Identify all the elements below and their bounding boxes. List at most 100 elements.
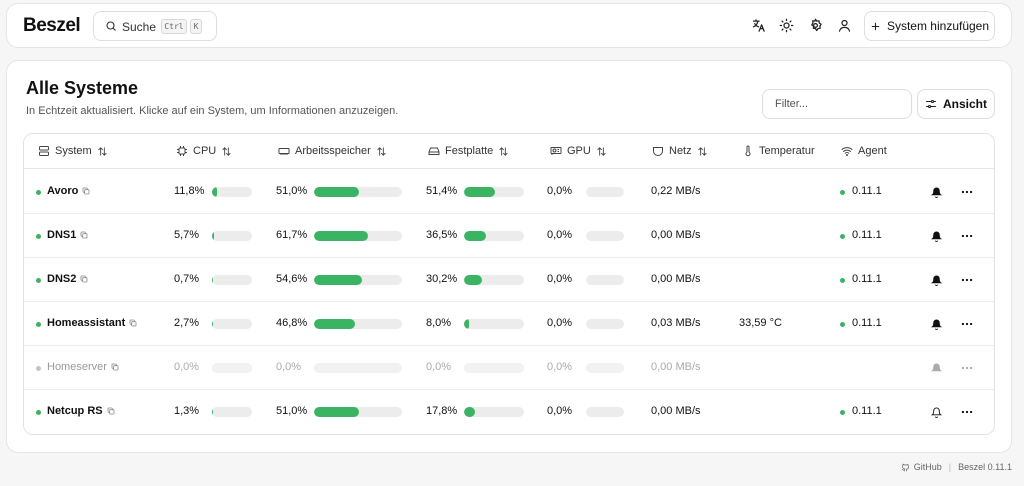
status-dot bbox=[36, 190, 41, 195]
gpu-bar bbox=[586, 231, 624, 241]
copy-icon[interactable] bbox=[107, 407, 115, 415]
column-label: Agent bbox=[858, 145, 887, 157]
column-header-disk[interactable]: Festplatte bbox=[428, 145, 509, 157]
system-name-cell[interactable]: Netcup RS bbox=[47, 405, 115, 417]
sort-icon bbox=[97, 146, 108, 157]
status-dot bbox=[36, 234, 41, 239]
bell-filled-icon[interactable] bbox=[928, 272, 944, 288]
column-header-temperature[interactable]: Temperatur bbox=[742, 145, 815, 157]
bell-filled-icon[interactable] bbox=[928, 316, 944, 332]
table-row[interactable]: Avoro 11,8% 51,0% 51,4% 0,0% 0,22 MB/s 0.11.1 bbox=[24, 170, 994, 214]
cpu-bar bbox=[212, 363, 252, 373]
system-name-cell[interactable]: Homeassistant bbox=[47, 317, 137, 329]
column-label: Netz bbox=[669, 145, 692, 157]
memory-bar bbox=[314, 231, 402, 241]
system-name-cell[interactable]: Homeserver bbox=[47, 361, 119, 373]
status-dot bbox=[36, 322, 41, 327]
gpu-bar bbox=[586, 407, 624, 417]
column-header-cpu[interactable]: CPU bbox=[176, 145, 232, 157]
system-name: Avoro bbox=[47, 185, 79, 197]
server-icon bbox=[38, 145, 50, 157]
thermometer-icon bbox=[742, 145, 754, 157]
gpu-value: 0,0% bbox=[547, 273, 573, 285]
footer-separator: | bbox=[948, 462, 952, 472]
cpu-value: 0,0% bbox=[174, 361, 200, 373]
agent-status-dot bbox=[840, 322, 845, 327]
disk-bar bbox=[464, 319, 524, 329]
memory-value: 51,0% bbox=[276, 185, 308, 197]
memory-value: 0,0% bbox=[276, 361, 302, 373]
more-options-icon[interactable] bbox=[959, 272, 975, 288]
cpu-bar-fill bbox=[212, 187, 217, 197]
more-options-icon[interactable] bbox=[959, 184, 975, 200]
copy-icon[interactable] bbox=[80, 231, 88, 239]
table-row[interactable]: DNS2 0,7% 54,6% 30,2% 0,0% 0,00 MB/s 0.11.1 bbox=[24, 258, 994, 302]
shortcut-ctrl-key: Ctrl bbox=[161, 19, 187, 34]
memory-value: 61,7% bbox=[276, 229, 308, 241]
system-name-cell[interactable]: DNS1 bbox=[47, 229, 88, 241]
more-options-icon[interactable] bbox=[959, 360, 975, 376]
column-header-system[interactable]: System bbox=[38, 145, 108, 157]
cpu-value: 11,8% bbox=[174, 185, 205, 197]
system-name-cell[interactable]: DNS2 bbox=[47, 273, 88, 285]
bell-icon[interactable] bbox=[928, 404, 944, 420]
search-icon bbox=[105, 20, 117, 32]
more-options-icon[interactable] bbox=[959, 404, 975, 420]
app-logo[interactable]: Beszel bbox=[23, 15, 81, 36]
agent-version: 0.11.1 bbox=[852, 405, 882, 417]
more-options-icon[interactable] bbox=[959, 316, 975, 332]
disk-bar bbox=[464, 231, 524, 241]
cpu-bar-fill bbox=[212, 231, 215, 241]
copy-icon[interactable] bbox=[111, 363, 119, 371]
sort-icon bbox=[697, 146, 708, 157]
column-header-gpu[interactable]: GPU bbox=[550, 145, 607, 157]
gpu-bar bbox=[586, 187, 624, 197]
disk-bar-fill bbox=[464, 187, 495, 197]
gpu-bar bbox=[586, 319, 624, 329]
gpu-value: 0,0% bbox=[547, 185, 573, 197]
search-button[interactable]: Suche Ctrl K bbox=[93, 11, 217, 41]
bell-filled-icon[interactable] bbox=[928, 360, 944, 376]
github-link[interactable]: GitHub bbox=[913, 462, 942, 472]
cpu-bar bbox=[212, 275, 252, 285]
sort-icon bbox=[221, 146, 232, 157]
agent-status-dot bbox=[840, 190, 845, 195]
language-icon[interactable] bbox=[749, 16, 767, 34]
view-button[interactable]: Ansicht bbox=[917, 89, 995, 119]
table-row[interactable]: Homeserver 0,0% 0,0% 0,0% 0,0% 0,00 MB/s bbox=[24, 346, 994, 390]
column-header-agent[interactable]: Agent bbox=[841, 145, 887, 157]
disk-value: 17,8% bbox=[426, 405, 458, 417]
agent-status-dot bbox=[840, 278, 845, 283]
cpu-bar bbox=[212, 231, 252, 241]
bell-filled-icon[interactable] bbox=[928, 228, 944, 244]
user-icon[interactable] bbox=[835, 16, 853, 34]
disk-bar-fill bbox=[464, 275, 483, 285]
column-label: Arbeitsspeicher bbox=[295, 145, 371, 157]
gpu-value: 0,0% bbox=[547, 361, 573, 373]
memory-value: 51,0% bbox=[276, 405, 308, 417]
column-header-memory[interactable]: Arbeitsspeicher bbox=[278, 145, 387, 157]
copy-icon[interactable] bbox=[82, 187, 90, 195]
theme-toggle-icon[interactable] bbox=[777, 16, 795, 34]
table-row[interactable]: DNS1 5,7% 61,7% 36,5% 0,0% 0,00 MB/s 0.11.1 bbox=[24, 214, 994, 258]
more-options-icon[interactable] bbox=[959, 228, 975, 244]
bell-filled-icon[interactable] bbox=[928, 184, 944, 200]
settings-gear-icon[interactable] bbox=[806, 16, 824, 34]
copy-icon[interactable] bbox=[80, 275, 88, 283]
agent-status-dot bbox=[840, 410, 845, 415]
shortcut-k-key: K bbox=[190, 19, 202, 34]
system-name: Homeserver bbox=[47, 361, 107, 373]
column-header-net[interactable]: Netz bbox=[652, 145, 708, 157]
table-row[interactable]: Netcup RS 1,3% 51,0% 17,8% 0,0% 0,00 MB/s 0.11… bbox=[24, 390, 994, 434]
add-system-button[interactable]: System hinzufügen bbox=[864, 11, 995, 41]
memory-bar bbox=[314, 319, 402, 329]
disk-bar bbox=[464, 275, 524, 285]
system-name-cell[interactable]: Avoro bbox=[47, 185, 90, 197]
copy-icon[interactable] bbox=[129, 319, 137, 327]
cpu-bar-fill bbox=[212, 407, 213, 417]
filter-input[interactable] bbox=[762, 89, 912, 119]
table-row[interactable]: Homeassistant 2,7% 46,8% 8,0% 0,0% 0,03 MB/s 3… bbox=[24, 302, 994, 346]
net-value: 0,22 MB/s bbox=[651, 185, 701, 197]
net-value: 0,00 MB/s bbox=[651, 361, 701, 373]
systems-table: System CPU Arbeitsspeicher Festplatte GP bbox=[23, 133, 995, 435]
